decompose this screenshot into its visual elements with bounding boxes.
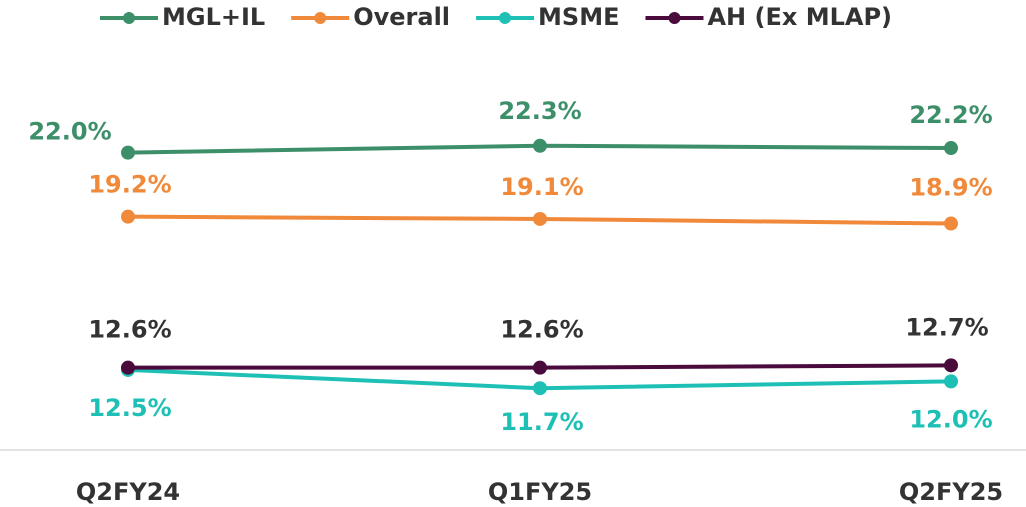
x-tick-label: Q1FY25 (488, 478, 592, 506)
data-point (533, 381, 547, 396)
data-label: 19.2% (88, 171, 171, 199)
x-tick-label: Q2FY25 (899, 478, 1003, 506)
data-point (944, 358, 958, 373)
data-label: 18.9% (909, 174, 992, 202)
data-label: 22.2% (909, 101, 992, 129)
data-point (533, 138, 547, 153)
data-label: 22.0% (28, 118, 111, 146)
data-point (533, 360, 547, 375)
data-label: 19.1% (500, 173, 583, 201)
legend-marker-dot (668, 12, 681, 24)
legend-marker-dot (123, 12, 135, 24)
data-label: 12.6% (88, 316, 171, 344)
data-point (533, 211, 547, 226)
data-label: 11.7% (500, 408, 583, 436)
x-tick-label: Q2FY24 (76, 478, 180, 506)
data-point (944, 141, 958, 156)
legend-label: MSME (538, 3, 619, 31)
data-point (121, 209, 135, 224)
data-label: 22.3% (498, 97, 581, 125)
data-point (944, 216, 958, 231)
data-point (121, 145, 135, 160)
legend-marker-dot (314, 12, 327, 24)
data-point (944, 374, 958, 389)
data-label: 12.0% (909, 405, 992, 433)
data-label: 12.6% (500, 316, 583, 344)
data-label: 12.5% (88, 394, 171, 422)
data-label: 12.7% (905, 313, 988, 341)
legend-label: MGL+IL (162, 3, 265, 31)
legend-label: Overall (353, 3, 450, 31)
data-point (121, 360, 135, 375)
legend-label: AH (Ex MLAP) (707, 3, 892, 31)
legend-marker-dot (499, 12, 512, 24)
